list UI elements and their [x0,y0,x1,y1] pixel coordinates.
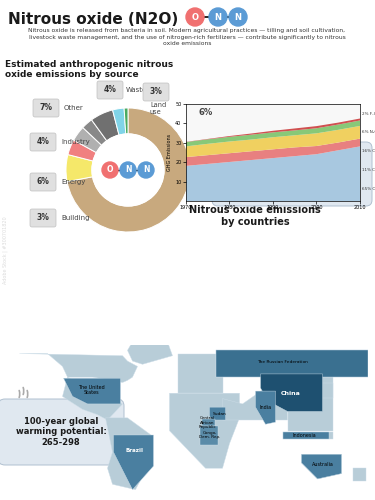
Polygon shape [200,426,217,444]
Polygon shape [216,350,368,377]
Polygon shape [302,454,342,479]
FancyBboxPatch shape [0,399,124,465]
Wedge shape [68,140,96,161]
Text: N: N [234,12,242,22]
Circle shape [209,8,227,26]
Text: The Russian Federation: The Russian Federation [257,360,308,364]
Text: 3%: 3% [37,214,50,222]
Circle shape [200,166,218,184]
Text: 100-year global
warming potential:
265-298: 100-year global warming potential: 265-2… [15,417,106,447]
Text: Waste: Waste [126,87,147,93]
Polygon shape [282,432,328,440]
Text: Nitrous oxide (N2O): Nitrous oxide (N2O) [8,12,178,27]
Circle shape [229,8,247,26]
Circle shape [196,162,222,188]
Text: O: O [192,12,198,22]
Text: Sudan: Sudan [213,412,226,416]
Text: Central
African
Republic: Central African Republic [199,416,216,430]
Polygon shape [105,418,153,490]
Text: 72%: 72% [198,175,221,185]
Text: Industry: Industry [61,139,90,145]
Wedge shape [83,120,107,146]
FancyBboxPatch shape [143,83,169,101]
Circle shape [92,134,164,206]
Polygon shape [318,382,333,398]
Polygon shape [352,468,366,481]
Wedge shape [112,108,126,135]
Polygon shape [210,407,225,420]
Text: Other: Other [64,105,84,111]
Wedge shape [92,110,119,141]
Text: Estimated anthropogenic nitrous
oxide emissions by source: Estimated anthropogenic nitrous oxide em… [5,60,173,80]
Text: N: N [214,12,222,22]
Y-axis label: GHG Emissions: GHG Emissions [167,134,172,171]
Polygon shape [128,342,172,364]
Text: 3%: 3% [150,88,162,96]
Polygon shape [170,393,240,468]
Polygon shape [255,391,276,424]
Text: 4%: 4% [104,86,116,94]
Text: The United
States: The United States [78,384,105,396]
Text: 2% F-Gases: 2% F-Gases [362,112,375,116]
Text: 6%: 6% [199,108,213,117]
Polygon shape [201,419,214,426]
FancyBboxPatch shape [97,81,123,99]
Circle shape [102,162,118,178]
Text: Indonesia: Indonesia [292,433,316,438]
Text: Average lifetime
in the atmosphere:
114 years: Average lifetime in the atmosphere: 114 … [243,159,341,189]
Text: Land
use: Land use [150,102,166,115]
Text: 7%: 7% [39,104,53,112]
Text: 1%: 1% [198,114,210,122]
Circle shape [186,8,204,26]
Text: 16% CH₄: 16% CH₄ [362,149,375,153]
Polygon shape [63,377,123,420]
Polygon shape [20,354,138,382]
Wedge shape [67,108,190,232]
Text: 4%: 4% [37,138,50,146]
Polygon shape [177,354,222,393]
FancyBboxPatch shape [212,142,372,206]
Polygon shape [288,377,333,430]
Text: Energy: Energy [61,179,86,185]
Wedge shape [124,108,128,134]
Text: Brazil: Brazil [126,448,144,452]
Wedge shape [74,128,102,152]
Text: 6%: 6% [37,178,50,186]
Polygon shape [261,374,322,412]
Polygon shape [282,432,333,440]
Text: 11% CO₂ FOLU: 11% CO₂ FOLU [362,168,375,172]
Text: 72%: 72% [205,132,235,145]
Polygon shape [222,390,288,420]
Polygon shape [114,435,153,490]
Wedge shape [66,154,93,182]
FancyBboxPatch shape [30,209,56,227]
Circle shape [138,162,154,178]
Polygon shape [216,350,368,377]
Polygon shape [63,378,120,404]
Polygon shape [302,454,342,479]
Text: Adobe Stock | #300701820: Adobe Stock | #300701820 [3,216,9,284]
Text: Nitrous oxide emissions
by countries: Nitrous oxide emissions by countries [189,205,321,227]
Text: N: N [125,166,131,174]
FancyBboxPatch shape [191,109,217,127]
Circle shape [120,162,136,178]
Text: China: China [280,390,300,396]
Text: Building: Building [61,215,90,221]
Text: India: India [260,404,272,409]
Text: O: O [107,166,113,174]
Text: Trans-
port: Trans- port [190,128,210,141]
Text: Nitrous oxide is released from bacteria in soil. Modern agricultural practices —: Nitrous oxide is released from bacteria … [28,28,345,46]
Text: Australia: Australia [312,462,333,468]
Text: 6% N₂O: 6% N₂O [362,130,375,134]
Text: Agriculture: Agriculture [200,146,247,155]
Text: 65% CO₂ FF: 65% CO₂ FF [362,186,375,190]
FancyBboxPatch shape [33,99,59,117]
Text: Agriculture: Agriculture [196,188,238,196]
FancyBboxPatch shape [30,173,56,191]
Text: Congo,
Dem. Rep.: Congo, Dem. Rep. [199,430,220,440]
FancyBboxPatch shape [30,133,56,151]
Text: N: N [143,166,149,174]
